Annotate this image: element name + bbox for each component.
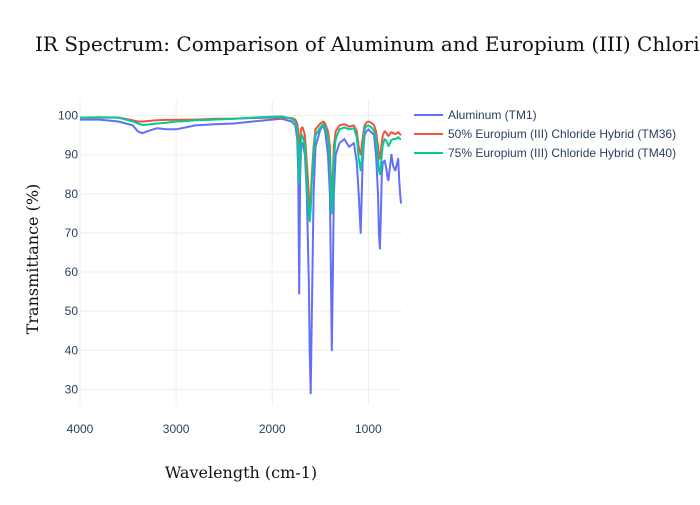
legend-label-3: 75% Europium (III) Chloride Hybrid (TM40… <box>448 146 676 160</box>
series-line-2 <box>80 116 402 211</box>
y-axis-title: Transmittance (%) <box>23 184 42 335</box>
grid <box>79 100 402 405</box>
x-tick-label: 3000 <box>163 422 190 436</box>
legend-label-2: 50% Europium (III) Chloride Hybrid (TM36… <box>448 127 676 141</box>
x-axis: 4000 3000 2000 1000 <box>67 422 382 436</box>
x-tick-label: 4000 <box>67 422 94 436</box>
y-tick-label: 30 <box>65 382 79 396</box>
y-tick-label: 90 <box>65 148 79 162</box>
x-tick-label: 1000 <box>355 422 382 436</box>
y-tick-label: 80 <box>65 187 79 201</box>
x-tick-label: 2000 <box>259 422 286 436</box>
legend-label-1: Aluminum (TM1) <box>448 108 537 122</box>
series-line-1 <box>80 117 402 395</box>
y-axis: 30 40 50 60 70 80 90 100 <box>58 109 78 397</box>
y-tick-label: 50 <box>65 304 79 318</box>
y-tick-label: 70 <box>65 226 79 240</box>
x-axis-title: Wavelength (cm-1) <box>165 463 317 482</box>
series-line-3 <box>80 115 402 223</box>
y-tick-label: 40 <box>65 343 79 357</box>
series-group <box>80 115 402 395</box>
y-tick-label: 100 <box>58 109 78 123</box>
plot-area <box>80 115 402 395</box>
legend: Aluminum (TM1) 50% Europium (III) Chlorid… <box>414 108 676 160</box>
y-tick-label: 60 <box>65 265 79 279</box>
chart-title: IR Spectrum: Comparison of Aluminum and … <box>35 32 700 56</box>
